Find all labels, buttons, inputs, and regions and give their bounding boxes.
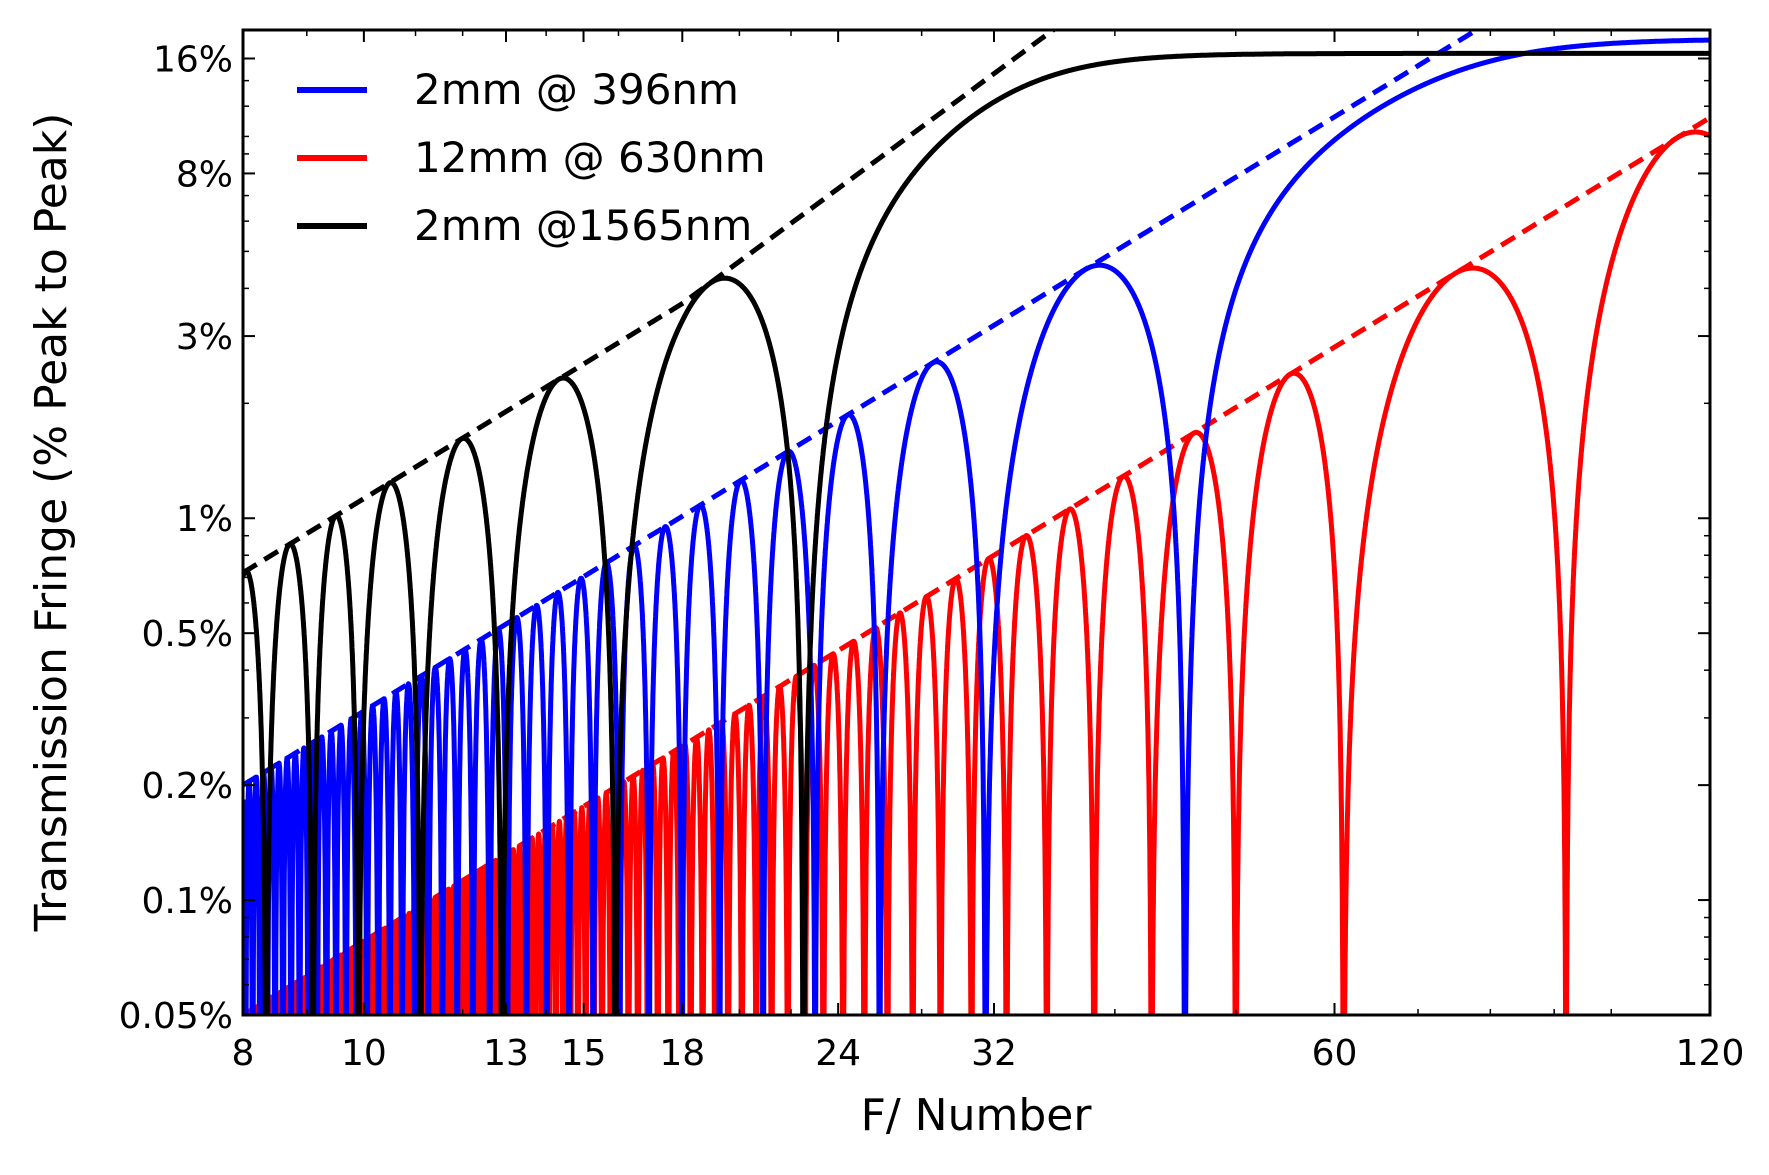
x-tick-label: 15 [561,1033,607,1074]
plot-frame [241,28,1712,1017]
y-tick-label: 16% [153,39,233,80]
legend-label-black: 2mm @1565nm [414,201,752,250]
legend-label-red: 12mm @ 630nm [414,133,766,182]
x-tick-label: 18 [659,1033,705,1074]
x-axis-title: F/ Number [861,1090,1093,1141]
fringe-curve-1 [243,129,1710,1015]
x-tick-label: 13 [483,1033,529,1074]
x-tick-label: 120 [1676,1033,1745,1074]
fringe-curve-0 [243,37,1710,1015]
y-axis-title: Transmission Fringe (% Peak to Peak) [26,113,77,933]
fringe-curve-2 [243,50,1710,1015]
tick-layer: 8 10 13 15 18 24 32 60 120 0.05% 0.1% 0.2% 0.5% 1% 3% 8… [119,30,1745,1074]
envelope-line-0 [243,30,1482,788]
legend-label-blue: 2mm @ 396nm [414,65,739,114]
x-tick-label: 10 [341,1033,387,1074]
x-tick-label: 32 [971,1033,1017,1074]
x-tick-label: 60 [1312,1033,1358,1074]
y-tick-label: 0.05% [119,996,233,1037]
x-tick-label: 24 [815,1033,861,1074]
y-tick-label: 0.5% [142,614,233,655]
series-0 [243,30,1710,1015]
legend: 2mm @ 396nm 12mm @ 630nm 2mm @1565nm [297,65,766,250]
y-tick-label: 0.1% [142,881,233,922]
envelope-line-2 [243,30,1058,575]
y-tick-label: 3% [176,317,233,358]
y-tick-label: 1% [176,499,233,540]
x-tick-label: 8 [232,1033,255,1074]
y-tick-label: 8% [176,154,233,195]
series-2 [243,30,1710,1015]
series-layer [243,30,1710,1015]
y-tick-label: 0.2% [142,766,233,807]
